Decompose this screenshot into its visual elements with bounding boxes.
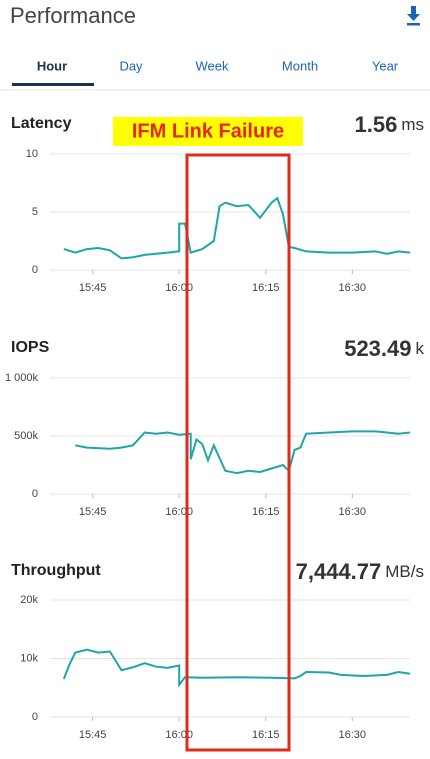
- current-number: 1.56: [355, 112, 398, 137]
- series-line: [75, 430, 411, 475]
- annotation-bg: [113, 117, 303, 146]
- highlight-box: [185, 153, 291, 752]
- download-icon[interactable]: [407, 6, 420, 26]
- tabs: Hour Day Week Month Year: [37, 58, 399, 73]
- tab[interactable]: Month: [282, 58, 318, 73]
- x-tick-label: 16:00: [165, 729, 193, 741]
- current-value: 7,444.77 MB/s: [296, 559, 424, 584]
- y-tick-label: 10k: [20, 652, 38, 664]
- y-tick-label: 10: [26, 148, 38, 160]
- current-unit: ms: [401, 115, 424, 134]
- current-unit: MB/s: [385, 562, 424, 581]
- active-tab-indicator: [12, 83, 94, 86]
- series-line: [62, 648, 411, 688]
- y-tick-label: 0: [32, 264, 38, 276]
- x-tick-label: 16:30: [339, 506, 367, 518]
- chart: Throughput 7,444.77 MB/s 0 10k 20k 15:45 16:00 1…: [11, 559, 424, 741]
- y-tick-label: 5: [32, 206, 38, 218]
- x-tick-label: 16:15: [252, 506, 280, 518]
- x-tick-label: 16:30: [339, 729, 367, 741]
- current-value: 1.56 ms: [355, 112, 425, 137]
- chart: Latency 1.56 ms 0 5 10 15:45 16:00 16:15 16:30: [11, 112, 424, 294]
- tab[interactable]: Week: [196, 58, 229, 73]
- x-tick-label: 16:15: [252, 282, 280, 294]
- series-line: [63, 196, 411, 260]
- chart-title: Latency: [11, 115, 72, 132]
- current-number: 7,444.77: [296, 559, 382, 584]
- page-title: Performance: [10, 3, 136, 28]
- current-value: 523.49 k: [344, 336, 424, 361]
- x-tick-label: 15:45: [79, 506, 107, 518]
- x-tick-label: 16:00: [165, 282, 193, 294]
- y-tick-label: 0: [32, 488, 38, 500]
- current-number: 523.49: [344, 336, 411, 361]
- y-tick-label: 500k: [14, 430, 38, 442]
- y-tick-label: 20k: [20, 594, 38, 606]
- chart-title: Throughput: [11, 562, 101, 579]
- annotation: IFM Link Failure: [132, 120, 284, 142]
- tab[interactable]: Day: [119, 58, 143, 73]
- x-tick-label: 16:00: [165, 506, 193, 518]
- current-unit: k: [416, 339, 425, 358]
- x-tick-label: 16:30: [339, 282, 367, 294]
- chart-title: IOPS: [11, 339, 50, 356]
- x-tick-label: 15:45: [79, 282, 107, 294]
- y-tick-label: 0: [32, 711, 38, 723]
- tab[interactable]: Hour: [37, 58, 67, 73]
- tab[interactable]: Year: [372, 58, 399, 73]
- chart: IOPS 523.49 k 0 500k 1 000k 15:45 16:00 16:15 16:…: [5, 336, 425, 518]
- x-tick-label: 16:15: [252, 729, 280, 741]
- x-tick-label: 15:45: [79, 729, 107, 741]
- y-tick-label: 1 000k: [5, 372, 39, 384]
